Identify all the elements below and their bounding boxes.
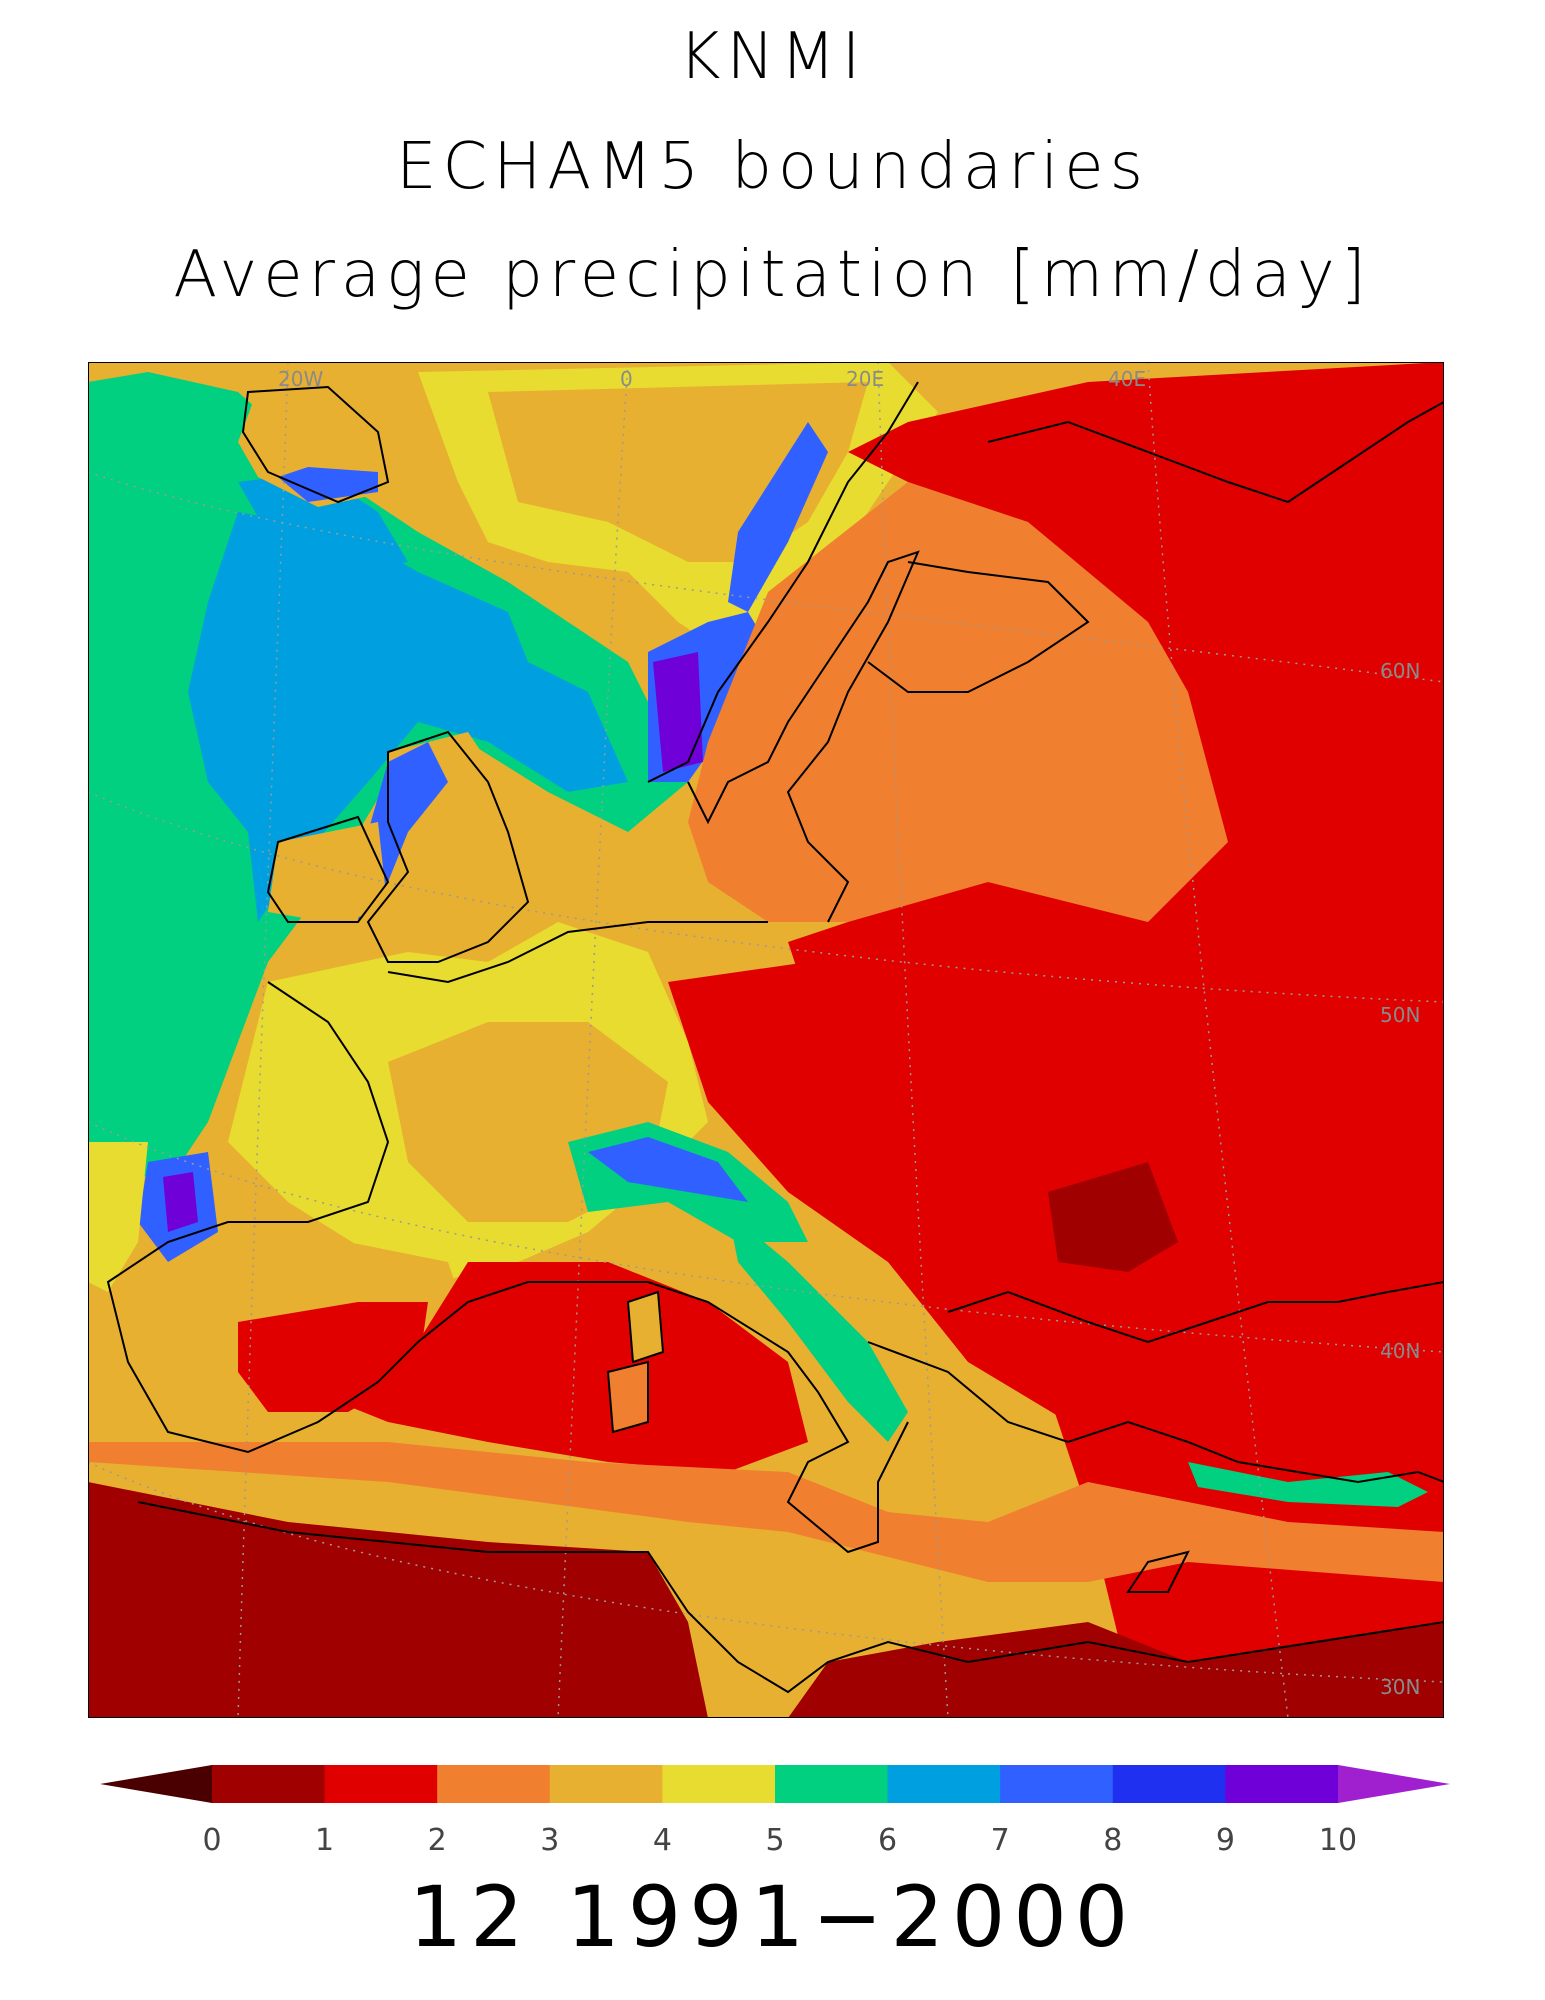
field-east-europe-red [668, 962, 1444, 1532]
field-med-orange [88, 1442, 1444, 1582]
precipitation-map: 20W 0 20E 40E 60N 50N 40N 30N [88, 362, 1444, 1718]
colorbar-bin-7-8 [1000, 1765, 1114, 1803]
lat-label-60n: 60N [1380, 659, 1420, 683]
map-canvas: 20W 0 20E 40E 60N 50N 40N 30N [88, 362, 1444, 1718]
lon-label-0: 0 [620, 367, 633, 391]
colorbar-tick-4: 4 [653, 1823, 672, 1858]
lat-label-30n: 30N [1380, 1675, 1420, 1699]
field-norway-purple [653, 652, 703, 772]
colorbar-tick-labels: 0 1 2 3 4 5 6 7 8 9 10 [202, 1823, 1357, 1858]
colorbar-tick-10: 10 [1319, 1823, 1357, 1858]
colorbar-tick-2: 2 [428, 1823, 447, 1858]
colorbar-tick-8: 8 [1103, 1823, 1122, 1858]
field-scandinavia [688, 482, 1228, 922]
field-med-west-red [338, 1262, 808, 1472]
colorbar-bin-4-5 [662, 1765, 776, 1803]
field-iceland-wet [278, 467, 378, 502]
colorbar-tick-9: 9 [1216, 1823, 1235, 1858]
title-model: ECHAM5 boundaries [396, 130, 1149, 204]
colorbar-below-min-arrow [100, 1765, 212, 1803]
lat-label-50n: 50N [1380, 1003, 1420, 1027]
colorbar-bin-8-9 [1112, 1765, 1226, 1803]
colorbar-bin-6-7 [887, 1765, 1001, 1803]
coastline [106, 381, 1444, 1694]
graticule [88, 362, 1444, 1718]
colorbar-tick-5: 5 [765, 1823, 784, 1858]
colorbar-bins [212, 1765, 1339, 1803]
field-west-yellow [88, 1142, 148, 1292]
colorbar-bin-9-10 [1225, 1765, 1339, 1803]
colorbar-bin-1-2 [324, 1765, 438, 1803]
field-sardinia [608, 1362, 648, 1432]
colorbar-tick-1: 1 [315, 1823, 334, 1858]
colorbar-bin-0-1 [212, 1765, 326, 1803]
colorbar-tick-0: 0 [202, 1823, 221, 1858]
field-north-africa [88, 1482, 708, 1718]
title-variable: Average precipitation [mm/day] [173, 238, 1372, 312]
colorbar: 0 1 2 3 4 5 6 7 8 9 10 [100, 1765, 1450, 1858]
field-dark-red-pocket [1048, 1162, 1178, 1272]
field-atlantic-blue [188, 512, 628, 922]
colorbar-tick-7: 7 [991, 1823, 1010, 1858]
lon-label-40e: 40E [1108, 367, 1146, 391]
colorbar-tick-3: 3 [540, 1823, 559, 1858]
field-ireland [268, 822, 388, 922]
field-libya [788, 1622, 1444, 1718]
field-corsica [628, 1292, 663, 1362]
colorbar-bin-5-6 [775, 1765, 889, 1803]
colorbar-bin-2-3 [437, 1765, 551, 1803]
title-institution: KNMI [678, 20, 867, 94]
colorbar-above-max-arrow [1338, 1765, 1450, 1803]
field-italy-green [728, 1212, 908, 1442]
lon-label-20w: 20W [278, 367, 323, 391]
field-aegean-wet [1188, 1462, 1428, 1507]
field-alps-blue [588, 1137, 748, 1202]
field-norway-coast [728, 422, 828, 612]
lat-label-40n: 40N [1380, 1339, 1420, 1363]
colorbar-bin-3-4 [549, 1765, 663, 1803]
field-galicia-purple [163, 1172, 198, 1232]
colorbar-tick-6: 6 [878, 1823, 897, 1858]
time-period: 12 1991−2000 [408, 1868, 1137, 1966]
lon-label-20e: 20E [846, 367, 884, 391]
